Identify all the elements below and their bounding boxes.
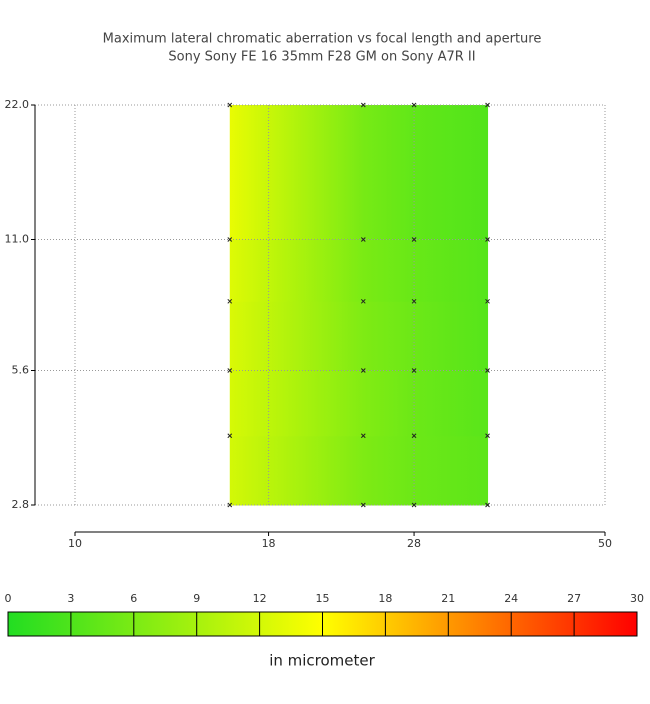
x-tick-label: 10 [68, 537, 82, 550]
x-tick-label: 18 [262, 537, 276, 550]
y-tick-label: 11.0 [5, 232, 30, 245]
heat-cell [229, 239, 364, 302]
sample-marker [485, 502, 490, 508]
heat-cell [414, 239, 489, 302]
sample-marker [485, 433, 490, 439]
sample-marker [411, 237, 417, 242]
sample-marker [411, 502, 417, 508]
sample-marker [485, 237, 490, 242]
heat-cell [414, 301, 489, 372]
chart-subtitle: Sony Sony FE 16 35mm F28 GM on Sony A7R … [168, 50, 475, 65]
sample-marker [360, 368, 366, 373]
sample-marker [227, 298, 233, 304]
sample-marker [411, 368, 417, 373]
heat-cell [363, 370, 415, 437]
heat-cell [363, 105, 415, 240]
colorbar-tick-label: 6 [130, 592, 137, 605]
y-tick-label: 5.6 [12, 364, 30, 377]
sample-marker [227, 368, 233, 373]
heat-cell [229, 435, 364, 506]
sample-marker [227, 433, 233, 439]
colorbar-tick-label: 15 [316, 592, 330, 605]
sample-marker [485, 368, 490, 373]
x-tick-label: 28 [407, 537, 421, 550]
sample-marker [411, 298, 417, 304]
sample-marker [227, 237, 233, 242]
sample-marker [360, 433, 366, 439]
sample-marker [227, 102, 233, 108]
colorbar-tick-label: 30 [630, 592, 644, 605]
heat-cell [229, 370, 364, 437]
heat-cell [363, 435, 415, 506]
colorbar-tick-label: 24 [504, 592, 518, 605]
sample-marker [411, 102, 417, 108]
x-tick-label: 50 [598, 537, 612, 550]
colorbar-tick-label: 12 [253, 592, 267, 605]
heat-cell [414, 435, 489, 506]
heat-cell [363, 239, 415, 302]
heat-cell [363, 301, 415, 372]
colorbar-tick-label: 9 [193, 592, 200, 605]
sample-marker [360, 237, 366, 242]
sample-marker [485, 298, 490, 304]
sample-marker [360, 502, 366, 508]
heat-cell [229, 105, 364, 240]
colorbar-tick-label: 3 [67, 592, 74, 605]
colorbar-tick-label: 18 [378, 592, 392, 605]
colorbar-label: in micrometer [269, 652, 375, 670]
colorbar-tick-label: 21 [441, 592, 455, 605]
colorbar-tick-label: 0 [5, 592, 12, 605]
sample-marker [227, 502, 233, 508]
y-tick-label: 22.0 [5, 98, 30, 111]
sample-marker [360, 102, 366, 108]
sample-marker [411, 433, 417, 439]
sample-marker [485, 102, 490, 108]
y-tick-label: 2.8 [12, 498, 30, 511]
heat-cell [229, 301, 364, 372]
heat-cell [414, 370, 489, 437]
colorbar-tick-label: 27 [567, 592, 581, 605]
chart-title: Maximum lateral chromatic aberration vs … [103, 32, 542, 47]
heat-cell [414, 105, 489, 240]
sample-marker [360, 298, 366, 304]
